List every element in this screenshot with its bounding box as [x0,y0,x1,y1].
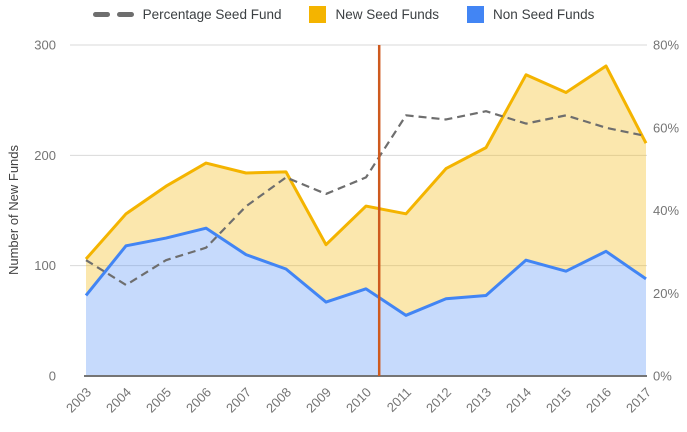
x-axis-tick-label: 2010 [343,385,374,416]
x-axis-tick-label: 2015 [543,385,574,416]
right-axis-tick-label: 0% [653,369,672,384]
x-axis-tick-label: 2008 [263,385,294,416]
x-axis-tick-label: 2005 [143,385,174,416]
percentage-seed-fund-line [85,110,647,287]
x-axis-tick-label: 2006 [183,385,214,416]
non-seed-area [86,228,646,376]
y-axis-tick-label: 100 [34,258,56,273]
chart-legend: Percentage Seed Fund New Seed Funds Non … [0,6,687,23]
non-seed-line [84,226,647,317]
yellow-square-icon [309,6,327,23]
blue-square-icon [467,6,485,23]
legend-label-new-seed-funds: New Seed Funds [335,7,440,22]
dashed-line-icon [92,12,134,17]
x-axis-tick-label: 2013 [463,385,494,416]
legend-item-non-seed-funds: Non Seed Funds [467,6,594,23]
legend-label-non-seed-funds: Non Seed Funds [493,7,595,22]
right-axis-tick-label: 40% [653,203,679,218]
x-axis-tick-label: 2007 [223,385,254,416]
x-axis-tick-label: 2011 [384,385,414,415]
x-axis-tick-label: 2009 [303,385,334,416]
right-axis-tick-label: 20% [653,286,679,301]
right-axis-tick-label: 60% [653,120,679,135]
x-axis-tick-label: 2017 [623,385,654,416]
y-axis-tick-label: 300 [34,38,56,53]
x-axis-tick-label: 2014 [503,385,534,416]
x-axis-tick-label: 2016 [583,385,614,416]
x-axis-tick-label: 2004 [103,385,134,416]
legend-item-new-seed-funds: New Seed Funds [309,6,439,23]
y-axis-tick-label: 0 [49,369,56,384]
legend-item-percentage-seed-fund: Percentage Seed Fund [92,7,282,22]
new-seed-line [84,64,648,261]
y-axis-tick-label: 200 [34,148,56,163]
x-axis-tick-label: 2003 [63,385,94,416]
x-axis-tick-label: 2012 [423,385,454,416]
legend-label-percentage-seed-fund: Percentage Seed Fund [142,7,282,22]
new-seed-area [86,65,646,316]
right-axis-tick-label: 80% [653,38,679,53]
